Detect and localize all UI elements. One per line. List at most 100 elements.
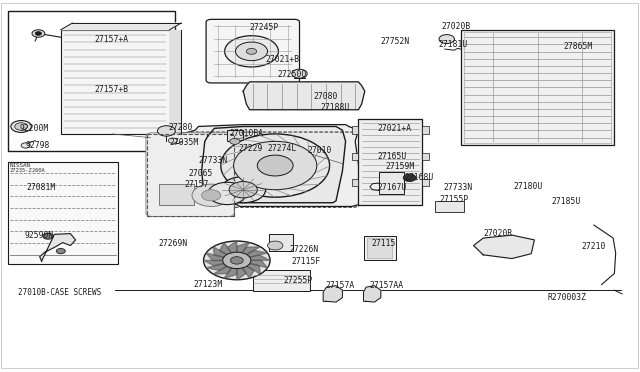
Circle shape	[11, 121, 31, 132]
Circle shape	[229, 182, 257, 198]
FancyBboxPatch shape	[206, 19, 300, 83]
Text: 27115F: 27115F	[291, 257, 321, 266]
Polygon shape	[206, 253, 237, 260]
Text: 27157: 27157	[184, 180, 209, 189]
Circle shape	[236, 42, 268, 61]
Polygon shape	[237, 250, 268, 260]
Text: 27250Q: 27250Q	[277, 70, 307, 79]
Polygon shape	[224, 260, 237, 278]
Circle shape	[43, 233, 53, 239]
Polygon shape	[237, 247, 260, 260]
Circle shape	[223, 252, 251, 269]
Circle shape	[230, 257, 243, 264]
Circle shape	[157, 126, 175, 136]
Bar	[422, 153, 429, 160]
Polygon shape	[206, 260, 237, 270]
Text: NISSAN: NISSAN	[10, 163, 31, 169]
Circle shape	[246, 48, 257, 54]
Text: 27065: 27065	[188, 169, 212, 178]
Text: 27752N: 27752N	[381, 37, 410, 46]
Text: R270003Z: R270003Z	[548, 293, 587, 302]
Bar	[422, 126, 429, 134]
Text: 92200M: 92200M	[19, 124, 49, 133]
Polygon shape	[213, 247, 237, 260]
Polygon shape	[358, 119, 422, 205]
Bar	[352, 179, 358, 186]
Circle shape	[292, 69, 307, 78]
Text: 27269N: 27269N	[159, 239, 188, 248]
Polygon shape	[204, 260, 237, 266]
Polygon shape	[474, 235, 534, 259]
Text: 27185U: 27185U	[552, 197, 581, 206]
Text: 27274L: 27274L	[268, 144, 297, 153]
Polygon shape	[40, 234, 76, 261]
Circle shape	[268, 241, 283, 250]
Text: 27157+B: 27157+B	[95, 85, 129, 94]
Circle shape	[225, 36, 278, 67]
Text: 27165U: 27165U	[378, 153, 407, 161]
Text: 27157A: 27157A	[325, 281, 355, 290]
Text: 27168U: 27168U	[404, 173, 434, 182]
Polygon shape	[243, 82, 365, 110]
Text: 27188U: 27188U	[320, 103, 349, 112]
Text: 27229: 27229	[238, 144, 262, 153]
Polygon shape	[220, 243, 237, 260]
Polygon shape	[237, 260, 268, 268]
Circle shape	[32, 30, 45, 37]
Circle shape	[439, 35, 454, 44]
Text: 27180U: 27180U	[514, 182, 543, 191]
Circle shape	[21, 143, 30, 148]
Bar	[147, 134, 234, 216]
Text: 92590N: 92590N	[24, 231, 54, 240]
Polygon shape	[364, 286, 381, 302]
Polygon shape	[213, 260, 237, 274]
Bar	[61, 30, 170, 134]
Bar	[379, 172, 404, 194]
Text: 27167U: 27167U	[378, 183, 407, 192]
Circle shape	[230, 138, 240, 144]
Text: 27155P: 27155P	[439, 195, 468, 204]
Text: 27115: 27115	[371, 239, 396, 248]
Text: 92798: 92798	[26, 141, 50, 150]
Bar	[269, 234, 293, 251]
Circle shape	[221, 177, 266, 203]
Text: 27021+B: 27021+B	[266, 55, 300, 64]
Text: 27865M: 27865M	[563, 42, 593, 51]
Text: 27020R: 27020R	[483, 229, 513, 238]
Bar	[352, 126, 358, 134]
Bar	[422, 179, 429, 186]
Text: 27181U: 27181U	[438, 40, 468, 49]
Circle shape	[56, 248, 65, 254]
Circle shape	[403, 174, 416, 182]
Bar	[435, 201, 464, 212]
Circle shape	[15, 123, 28, 130]
Circle shape	[257, 155, 293, 176]
Polygon shape	[61, 23, 181, 30]
Bar	[227, 130, 243, 141]
Text: 27021+A: 27021+A	[378, 124, 412, 133]
Bar	[8, 11, 175, 151]
Text: 27035M: 27035M	[169, 138, 198, 147]
Polygon shape	[186, 125, 362, 206]
Polygon shape	[237, 260, 254, 278]
Bar	[367, 238, 392, 258]
Bar	[8, 162, 118, 264]
Circle shape	[168, 138, 177, 143]
Bar	[464, 32, 611, 143]
Polygon shape	[237, 260, 246, 280]
Text: 27210: 27210	[581, 242, 605, 251]
Circle shape	[234, 141, 317, 190]
Bar	[364, 236, 396, 260]
FancyBboxPatch shape	[146, 133, 234, 217]
Circle shape	[208, 182, 246, 205]
Text: 27020B: 27020B	[442, 22, 471, 31]
Polygon shape	[202, 126, 346, 203]
Circle shape	[35, 32, 42, 35]
Text: 27159M: 27159M	[386, 162, 415, 171]
Text: 27080: 27080	[314, 92, 338, 101]
Polygon shape	[323, 286, 342, 302]
Text: 27081M: 27081M	[27, 183, 56, 192]
Bar	[461, 30, 614, 145]
Polygon shape	[170, 30, 181, 134]
Text: 27733N: 27733N	[198, 156, 228, 165]
